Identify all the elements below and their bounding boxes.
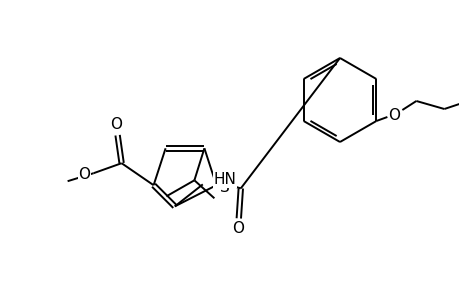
Text: O: O: [78, 167, 90, 182]
Text: O: O: [110, 117, 123, 132]
Text: O: O: [387, 107, 399, 122]
Text: O: O: [231, 221, 243, 236]
Text: S: S: [219, 180, 229, 195]
Text: HN: HN: [213, 172, 236, 187]
